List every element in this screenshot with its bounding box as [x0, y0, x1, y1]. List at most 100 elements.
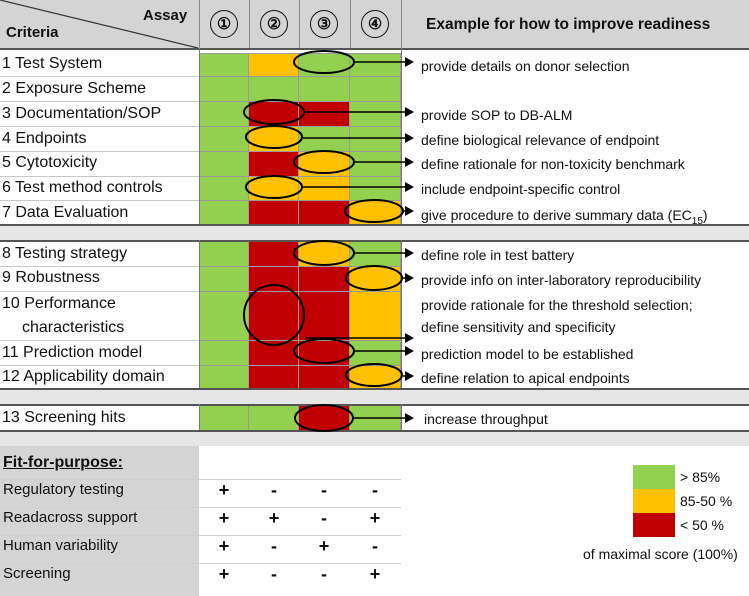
improvement-note: provide details on donor selection [421, 58, 630, 74]
score-cell [249, 53, 299, 76]
score-cell [199, 176, 249, 200]
fit-mark: - [271, 536, 277, 556]
fit-mark: - [271, 480, 277, 500]
fit-mark: + [218, 508, 230, 528]
improvement-note: define rationale for non-toxicity benchm… [421, 156, 685, 172]
score-cell [249, 291, 299, 340]
arrow-head [405, 333, 414, 343]
improvement-note: define relation to apical endpoints [421, 370, 630, 386]
score-cell [249, 200, 299, 224]
criterion-label: 6 Test method controls [2, 179, 163, 196]
section-gap [0, 388, 749, 404]
score-cell [350, 53, 401, 76]
grid-border [401, 240, 402, 388]
row-separator [0, 151, 199, 152]
grid-border [199, 404, 200, 430]
header-divider [299, 0, 300, 48]
highlight-ellipse [293, 240, 355, 266]
score-cell [199, 53, 249, 76]
highlight-ellipse [293, 338, 355, 364]
score-cell [199, 241, 249, 266]
fit-title: Fit-for-purpose: [3, 454, 123, 471]
row-separator [0, 291, 199, 292]
arrow-head [405, 371, 414, 381]
score-cell [199, 340, 249, 365]
improvement-note: give procedure to derive summary data (E… [421, 207, 708, 227]
section-border [0, 224, 749, 226]
score-cell [249, 365, 299, 389]
score-cell [299, 266, 350, 291]
header-diagonal [0, 0, 198, 48]
criterion-label: 2 Exposure Scheme [2, 80, 147, 97]
score-cell [199, 200, 249, 224]
score-cell [249, 266, 299, 291]
row-separator [0, 340, 199, 341]
highlight-ellipse [245, 175, 303, 199]
improvement-note: increase throughput [424, 411, 548, 427]
criterion-label: 13 Screening hits [2, 409, 126, 426]
row-separator [0, 76, 199, 77]
arrow-head [405, 57, 414, 67]
score-cell [199, 101, 249, 126]
score-cell [199, 151, 249, 176]
score-cell [350, 176, 401, 200]
fit-row-label: Regulatory testing [3, 481, 124, 498]
fit-row-separator [0, 535, 401, 536]
score-cell [299, 101, 350, 126]
header-divider [249, 0, 250, 48]
score-cell [199, 76, 249, 101]
row-separator [0, 176, 199, 177]
score-cell [299, 291, 350, 340]
grid-border [199, 240, 200, 388]
criterion-label: 1 Test System [2, 55, 103, 72]
highlight-ellipse [245, 125, 303, 149]
score-cell [299, 76, 350, 101]
criterion-label: 7 Data Evaluation [2, 204, 129, 221]
highlight-ellipse [344, 199, 404, 223]
highlight-ellipse [293, 150, 355, 174]
fit-panel-background [0, 446, 199, 596]
criteria-header-label: Criteria [6, 24, 59, 41]
improvement-note: prediction model to be established [421, 346, 634, 362]
improvement-note: provide SOP to DB-ALM [421, 107, 573, 123]
arrow-head [405, 206, 414, 216]
score-cell [299, 176, 350, 200]
header-bottom-line [0, 48, 749, 50]
row-separator [0, 126, 199, 127]
header-divider [401, 0, 402, 48]
criterion-label: 8 Testing strategy [2, 245, 128, 262]
grid-border [199, 48, 200, 224]
row-separator [0, 266, 199, 267]
fit-mark: + [218, 536, 230, 556]
fit-mark: + [218, 564, 230, 584]
score-cell [299, 200, 350, 224]
highlight-ellipse [243, 99, 305, 125]
improvement-note: define role in test battery [421, 247, 575, 263]
fit-mark: - [321, 564, 327, 584]
score-cell [199, 365, 249, 389]
fit-row-label: Screening [3, 565, 71, 582]
score-cell [199, 404, 249, 430]
highlight-ellipse [345, 265, 403, 291]
assay-1-header: ① [210, 10, 238, 38]
fit-mark: + [268, 508, 280, 528]
grid-border [401, 48, 402, 224]
criterion-label: 3 Documentation/SOP [2, 105, 162, 122]
score-cell [350, 291, 401, 340]
highlight-ellipse [294, 404, 354, 432]
score-cell [299, 53, 350, 76]
assay-header-label: Assay [143, 7, 188, 24]
criterion-label: 12 Applicability domain [2, 368, 165, 385]
score-cell [350, 101, 401, 126]
improvement-note: provide rationale for the threshold sele… [421, 297, 693, 313]
assay-3-header: ③ [310, 10, 338, 38]
arrow-head [405, 182, 414, 192]
score-cell [350, 76, 401, 101]
arrow-head [405, 273, 414, 283]
highlight-ellipse [243, 284, 305, 346]
legend-swatch [633, 513, 675, 537]
legend-label: > 85% [680, 469, 721, 485]
fit-row-label: Human variability [3, 537, 119, 554]
fit-mark: - [321, 480, 327, 500]
